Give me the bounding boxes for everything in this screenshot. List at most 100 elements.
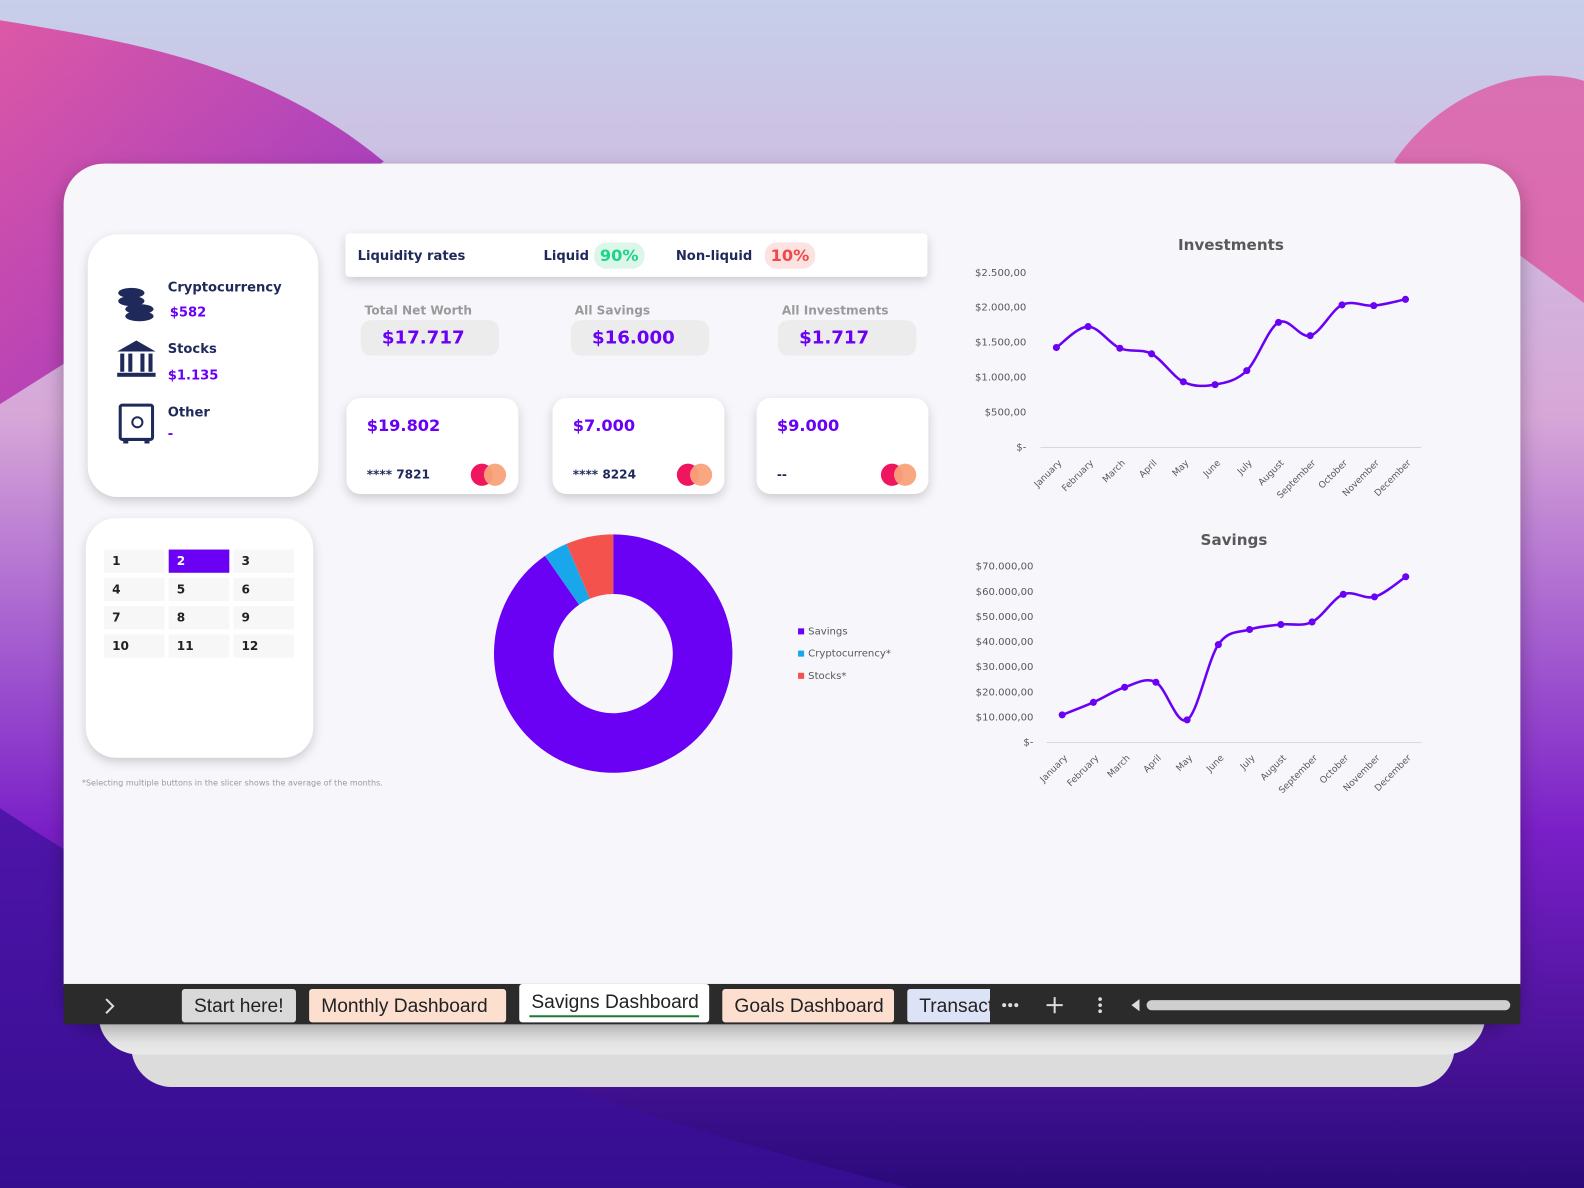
slicer-button-label: 11 bbox=[177, 639, 194, 653]
slicer-button[interactable]: 1 bbox=[104, 549, 165, 573]
y-tick-label: $1.500,00 bbox=[975, 338, 1026, 349]
summary-label: All Investments bbox=[782, 304, 889, 318]
badge bbox=[594, 242, 645, 269]
card-logo bbox=[483, 463, 507, 486]
card-number: **** 8224 bbox=[573, 467, 636, 481]
marker bbox=[1277, 620, 1285, 629]
y-tick-label: $50.000,00 bbox=[976, 612, 1034, 623]
card-logo bbox=[689, 463, 713, 486]
sheet-tab[interactable]: Goals Dashboard bbox=[722, 988, 895, 1023]
active-tab-underline bbox=[529, 1015, 700, 1018]
sheet-tab-bg bbox=[907, 988, 990, 1023]
sheet-tab-label: Start here! bbox=[194, 996, 284, 1017]
y-tick-label: $10.000,00 bbox=[976, 712, 1034, 723]
slicer-button[interactable]: 4 bbox=[104, 577, 165, 602]
slicer-button-bg bbox=[168, 549, 230, 573]
y-tick-label: $2.500,00 bbox=[975, 268, 1026, 279]
slicer-button[interactable]: 7 bbox=[104, 606, 165, 630]
slicer-button-bg bbox=[233, 577, 294, 602]
slicer-button[interactable]: 8 bbox=[168, 606, 230, 630]
slicer-button-bg bbox=[168, 606, 230, 630]
donut-segment bbox=[545, 543, 590, 605]
chart-title: Investments bbox=[1178, 236, 1284, 254]
slicer-button-label: 5 bbox=[177, 582, 185, 596]
legend-swatch bbox=[798, 650, 805, 657]
slicer-button-label: 7 bbox=[112, 611, 120, 625]
marker bbox=[1121, 683, 1129, 691]
marker bbox=[1370, 593, 1379, 601]
card-logo bbox=[894, 463, 917, 486]
slicer-button-bg bbox=[104, 577, 165, 602]
sheet-tab-bg bbox=[181, 988, 296, 1023]
sheet-tab[interactable]: Savigns Dashboard bbox=[519, 983, 710, 1023]
scrollbar[interactable] bbox=[1146, 1000, 1511, 1011]
coins-icon bbox=[118, 287, 154, 322]
summary-box bbox=[777, 320, 917, 356]
more-tabs-button[interactable] bbox=[1002, 1003, 1019, 1008]
slicer-button-label: 1 bbox=[112, 554, 120, 568]
marker bbox=[1339, 590, 1347, 598]
marker bbox=[1246, 625, 1254, 634]
liquidity-bar: Liquidity rates Liquid 90% Non-liquid 10… bbox=[345, 233, 928, 277]
note: *Selecting multiple buttons in the slice… bbox=[82, 777, 383, 787]
asset-name: Other bbox=[168, 406, 211, 421]
y-tick-label: $40.000,00 bbox=[976, 637, 1034, 648]
card-amount: $19.802 bbox=[367, 416, 441, 435]
slicer-button[interactable]: 3 bbox=[233, 549, 294, 573]
slicer-button-label: 3 bbox=[241, 554, 249, 568]
summary-label: All Savings bbox=[575, 304, 650, 318]
sheet-tab-bg bbox=[519, 983, 710, 1023]
summary-value: $16.000 bbox=[592, 327, 675, 348]
marker bbox=[1148, 350, 1156, 358]
sheet-tab-label: Transact bbox=[919, 996, 994, 1017]
slicer: 1 2 34 5 67 8 910 11 12 bbox=[85, 518, 314, 758]
marker bbox=[1308, 618, 1316, 626]
summary-value: $1.717 bbox=[799, 327, 869, 348]
slicer-button[interactable]: 6 bbox=[233, 577, 294, 602]
asset-value: $582 bbox=[170, 306, 207, 321]
liquid-value: 90% bbox=[600, 246, 639, 265]
options-button[interactable] bbox=[1098, 997, 1102, 1014]
marker bbox=[1084, 323, 1092, 331]
slicer-button[interactable]: 11 bbox=[168, 634, 230, 658]
nonliquid-label: Non-liquid bbox=[676, 249, 752, 264]
slicer-button[interactable]: 12 bbox=[233, 634, 294, 658]
slicer-button-bg bbox=[104, 634, 165, 658]
y-tick-label: $70.000,00 bbox=[976, 562, 1034, 573]
marker bbox=[1058, 711, 1066, 719]
marker bbox=[1214, 641, 1222, 649]
legend-swatch bbox=[798, 672, 805, 679]
slicer-button-bg bbox=[233, 549, 294, 573]
slicer-button[interactable]: 9 bbox=[233, 606, 294, 630]
assets-panel: Cryptocurrency $582 Stocks $1.135 Other … bbox=[87, 234, 319, 498]
marker bbox=[1306, 332, 1314, 340]
sheet-tabs: Start here! Monthly Dashboard Savigns Dash… bbox=[63, 983, 1521, 1025]
chart-title: Savings bbox=[1201, 531, 1268, 549]
legend-swatch bbox=[798, 628, 805, 635]
card-number: -- bbox=[777, 467, 787, 481]
nonliquid-value: 10% bbox=[771, 246, 810, 265]
marker bbox=[1179, 378, 1187, 386]
slicer-button[interactable]: 5 bbox=[168, 577, 230, 602]
slicer-button[interactable]: 10 bbox=[104, 634, 165, 658]
scroll-left-button[interactable] bbox=[1131, 999, 1140, 1012]
add-sheet-button[interactable] bbox=[1046, 997, 1063, 1014]
marker bbox=[1152, 678, 1160, 686]
slicer-button-bg bbox=[104, 606, 165, 630]
sheet-tab[interactable]: Transact bbox=[907, 988, 1028, 1023]
scroll-tabs-button[interactable] bbox=[105, 998, 115, 1014]
marker bbox=[1402, 573, 1410, 581]
sheet-tab-label: Goals Dashboard bbox=[734, 996, 883, 1017]
liquid-label: Liquid bbox=[543, 249, 589, 264]
summary-box bbox=[360, 320, 500, 356]
sheet-tab[interactable]: Monthly Dashboard bbox=[309, 988, 507, 1023]
sheet-tab[interactable]: Start here! bbox=[181, 988, 296, 1023]
y-tick-label: $- bbox=[1016, 443, 1026, 454]
sheet-tab-bg bbox=[309, 988, 507, 1023]
card-amount: $7.000 bbox=[573, 416, 635, 435]
summary-value: $17.717 bbox=[382, 327, 465, 348]
slicer-button[interactable]: 2 bbox=[168, 549, 230, 573]
marker bbox=[1211, 381, 1219, 389]
donut-segment bbox=[566, 534, 614, 599]
